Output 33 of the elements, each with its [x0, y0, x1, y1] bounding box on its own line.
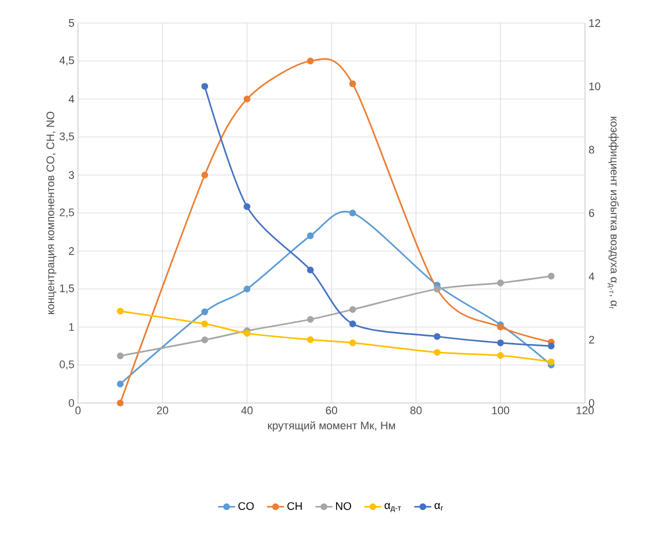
y2-tick-label: 2	[589, 336, 594, 344]
y-tick-label: 2,5	[60, 208, 74, 218]
y-tick-label: 4	[68, 95, 74, 103]
y-tick-label: 3	[68, 171, 74, 179]
y2-tick-label: 12	[589, 19, 600, 27]
y-tick-label: 5	[68, 19, 74, 27]
legend-label: NO	[336, 502, 352, 510]
x-tick-label: 120	[576, 406, 594, 414]
x-tick-label: 20	[156, 406, 168, 414]
legend-label: CO	[238, 502, 254, 510]
y2-tick-label: 6	[589, 209, 594, 217]
y-tick-label: 1,5	[60, 284, 74, 294]
x-tick-label: 40	[241, 406, 253, 414]
x-tick-label: 0	[75, 406, 81, 414]
y-tick-label: 1	[69, 323, 74, 331]
y-tick-label: 0,5	[60, 360, 74, 370]
y2-tick-label: 4	[588, 272, 594, 280]
x-tick-label: 80	[410, 406, 422, 414]
x-tick-label: 60	[326, 406, 338, 414]
y2-tick-label: 10	[589, 82, 600, 90]
legend-label: CH	[287, 502, 302, 510]
y-tick-label: 4,5	[59, 56, 74, 66]
y2-axis-title: коэффициент избытка воздуха α$_{д-т}$, α$_{г}$	[608, 116, 619, 310]
y-axis-title: концентрация компонентов CO, CH, NO	[46, 112, 56, 314]
y2-tick-label: 8	[588, 146, 594, 154]
x-tick-label: 100	[492, 406, 510, 414]
legend-label: α$_{д-т}$	[384, 503, 401, 512]
y-tick-label: 0	[68, 399, 74, 407]
x-axis-title: крутящий момент Мк, Нм	[268, 421, 395, 432]
y-tick-label: 3,5	[60, 132, 74, 142]
y-tick-label: 2	[68, 247, 74, 255]
legend-label: α$_{г}$	[434, 503, 444, 511]
y2-tick-label: 0	[588, 399, 594, 407]
